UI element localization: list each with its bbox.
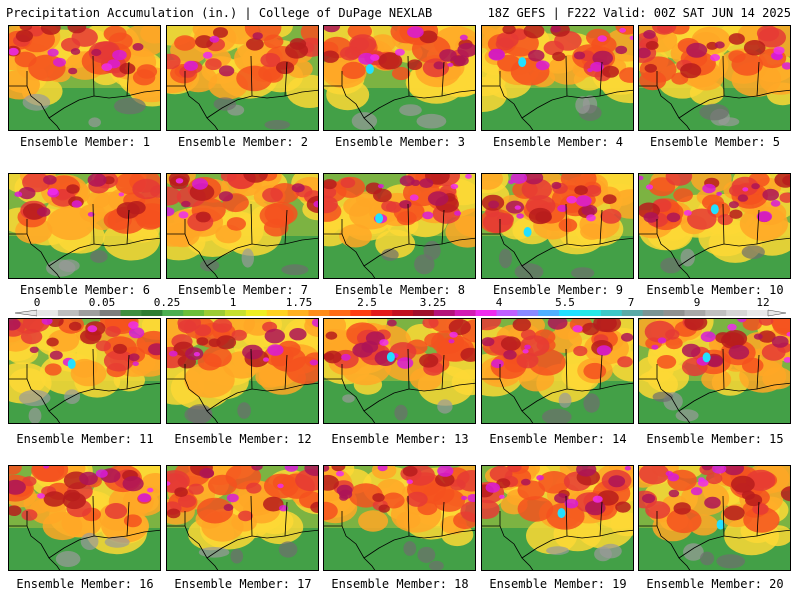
- colorbar-tick-label: 1.75: [286, 296, 313, 309]
- ensemble-member-label: Ensemble Member: 5: [649, 135, 781, 149]
- ensemble-member-map-5: [638, 25, 791, 131]
- ensemble-member-label: Ensemble Member: 12: [174, 432, 312, 446]
- colorbar-swatch: [412, 310, 435, 316]
- ensemble-member-map-14: [481, 318, 634, 424]
- ensemble-member-label: Ensemble Member: 16: [16, 577, 154, 591]
- ensemble-member-map-13: [323, 318, 476, 424]
- ensemble-member-label: Ensemble Member: 11: [16, 432, 154, 446]
- ensemble-member-label: Ensemble Member: 15: [646, 432, 784, 446]
- colorbar-swatch: [454, 310, 476, 316]
- colorbar-tick-label: 0.05: [89, 296, 116, 309]
- ensemble-member-label: Ensemble Member: 9: [492, 283, 624, 297]
- ensemble-member-map-8: [323, 173, 476, 279]
- colorbar-swatch: [726, 310, 748, 316]
- colorbar-swatch: [600, 310, 623, 316]
- ensemble-member-label: Ensemble Member: 4: [492, 135, 624, 149]
- colorbar-swatch: [266, 310, 288, 316]
- ensemble-member-label: Ensemble Member: 20: [646, 577, 784, 591]
- ensemble-member-label: Ensemble Member: 2: [177, 135, 309, 149]
- ensemble-member-map-18: [323, 465, 476, 571]
- ensemble-member-map-19: [481, 465, 634, 571]
- colorbar-swatch: [538, 310, 560, 316]
- colorbar-swatch: [162, 310, 184, 316]
- colorbar-swatch: [99, 310, 121, 316]
- colorbar-swatch: [621, 310, 643, 316]
- colorbar-tick-label: 9: [694, 296, 701, 309]
- colorbar-swatch: [705, 310, 727, 316]
- colorbar-tick-label: 12: [756, 296, 769, 309]
- ensemble-member-label: Ensemble Member: 13: [331, 432, 469, 446]
- colorbar-swatch: [120, 310, 142, 316]
- colorbar-tick-label: 1: [230, 296, 237, 309]
- ensemble-member-map-9: [481, 173, 634, 279]
- chart-title: Precipitation Accumulation (in.) | Colle…: [6, 6, 433, 20]
- colorbar-swatch: [308, 310, 330, 316]
- colorbar-swatch: [224, 310, 247, 316]
- ensemble-member-label: Ensemble Member: 8: [334, 283, 466, 297]
- colorbar-swatch: [392, 310, 414, 316]
- colorbar-tick-label: 0.25: [154, 296, 181, 309]
- precipitation-colorbar: 0 0.05 0.25 1 1.75 2.5 3.25 4 5.5 7 9 12: [14, 296, 787, 317]
- model-run-info: 18Z GEFS | F222 Valid: 00Z SAT JUN 14 20…: [487, 6, 791, 20]
- ensemble-member-label: Ensemble Member: 18: [331, 577, 469, 591]
- colorbar-tick-label: 2.5: [357, 296, 377, 309]
- colorbar-swatch: [496, 310, 518, 316]
- colorbar-swatch: [642, 310, 664, 316]
- colorbar-swatch: [78, 310, 100, 316]
- colorbar-swatch: [204, 310, 226, 316]
- ensemble-member-label: Ensemble Member: 10: [646, 283, 784, 297]
- colorbar-tick-label: 4: [496, 296, 503, 309]
- colorbar-swatch: [580, 310, 602, 316]
- colorbar-swatch: [57, 310, 80, 316]
- ensemble-member-map-16: [8, 465, 161, 571]
- ensemble-member-label: Ensemble Member: 1: [19, 135, 151, 149]
- ensemble-member-map-7: [166, 173, 319, 279]
- ensemble-member-map-1: [8, 25, 161, 131]
- ensemble-member-map-10: [638, 173, 791, 279]
- ensemble-member-map-17: [166, 465, 319, 571]
- colorbar-swatch: [141, 310, 163, 316]
- colorbar-swatch: [245, 310, 268, 316]
- ensemble-member-label: Ensemble Member: 14: [489, 432, 627, 446]
- ensemble-member-map-6: [8, 173, 161, 279]
- colorbar-tick-label: 0: [34, 296, 41, 309]
- colorbar-tick-label: 5.5: [555, 296, 575, 309]
- colorbar-swatch: [329, 310, 351, 316]
- ensemble-member-map-15: [638, 318, 791, 424]
- colorbar-swatch: [433, 310, 456, 316]
- colorbar-swatch: [371, 310, 393, 316]
- colorbar-swatch: [663, 310, 685, 316]
- colorbar-swatch: [684, 310, 706, 316]
- ensemble-member-map-12: [166, 318, 319, 424]
- colorbar-swatch: [475, 310, 497, 316]
- colorbar-tick-label: 3.25: [420, 296, 447, 309]
- ensemble-member-map-20: [638, 465, 791, 571]
- colorbar-swatch: [183, 310, 205, 316]
- ensemble-member-label: Ensemble Member: 19: [489, 577, 627, 591]
- colorbar-high-arrow: [767, 309, 787, 317]
- colorbar-swatch: [559, 310, 581, 316]
- ensemble-member-label: Ensemble Member: 7: [177, 283, 309, 297]
- colorbar-swatch: [37, 310, 59, 316]
- ensemble-member-map-11: [8, 318, 161, 424]
- ensemble-member-map-2: [166, 25, 319, 131]
- colorbar-swatch: [747, 310, 769, 316]
- ensemble-member-map-4: [481, 25, 634, 131]
- ensemble-member-label: Ensemble Member: 17: [174, 577, 312, 591]
- colorbar-swatch: [350, 310, 372, 316]
- colorbar-tick-label: 7: [628, 296, 635, 309]
- colorbar-low-arrow: [14, 309, 38, 317]
- ensemble-member-label: Ensemble Member: 3: [334, 135, 466, 149]
- colorbar-swatch: [287, 310, 309, 316]
- ensemble-member-map-3: [323, 25, 476, 131]
- colorbar-swatch: [517, 310, 539, 316]
- ensemble-member-label: Ensemble Member: 6: [19, 283, 151, 297]
